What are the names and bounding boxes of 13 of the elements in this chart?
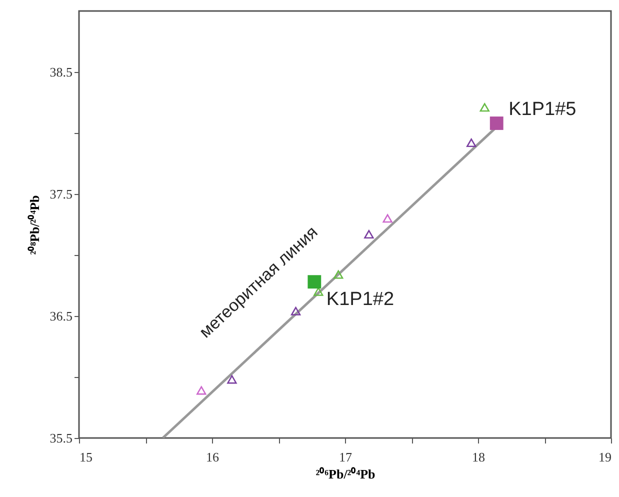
- annotation: K1P1#5: [508, 99, 576, 120]
- y-axis-title: ²⁰⁸Pb/²⁰⁴Pb: [26, 195, 42, 255]
- x-tick-label: 15: [80, 450, 92, 464]
- x-tick-label: 16: [206, 450, 220, 464]
- x-tick-label: 17: [339, 450, 352, 464]
- annotation: K1P1#2: [326, 288, 394, 310]
- x-tick-label: 18: [472, 450, 485, 464]
- y-tick-label: 36.5: [50, 308, 72, 324]
- x-axis-title: ²⁰⁶Pb/²⁰⁴Pb: [316, 466, 376, 482]
- y-tick-label: 37.5: [50, 186, 72, 202]
- y-tick-label: 38.5: [50, 64, 72, 80]
- x-tick-label: 19: [598, 450, 612, 464]
- y-tick-label: 35.5: [50, 430, 72, 446]
